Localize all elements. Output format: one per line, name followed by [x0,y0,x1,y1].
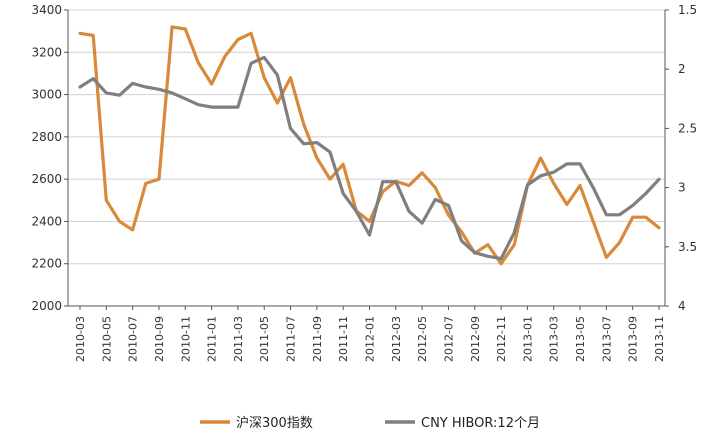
y-right-tick-label: 3 [678,181,686,195]
x-tick-label: 2011-03 [232,316,245,362]
legend-label-2: CNY HIBOR:12个月 [421,416,540,431]
y-right-tick-label: 2.5 [678,121,697,135]
x-tick-label: 2011-11 [337,316,350,362]
x-tick-label: 2013-01 [521,316,534,362]
y-right-tick-label: 1.5 [678,3,697,17]
x-tick-label: 2012-09 [469,316,482,362]
x-tick-label: 2012-01 [364,316,377,362]
x-tick-label: 2010-05 [100,316,113,362]
series-lines [78,25,661,266]
y-left-tick-label: 2000 [31,299,62,313]
y-left-tick-label: 3200 [31,45,62,59]
y-right-tick-label: 3.5 [678,240,697,254]
legend: 沪深300指数 CNY HIBOR:12个月 [200,415,540,431]
series-line-1 [78,25,661,266]
x-tick-label: 2013-11 [653,316,666,362]
x-tick-label: 2012-03 [390,316,403,362]
x-axis: 2010-03 2010-05 2010-07 2010-09 2010-11 2011-… [74,306,666,362]
x-tick-label: 2010-07 [127,316,140,362]
x-tick-label: 2013-09 [627,316,640,362]
series-line-2 [78,55,661,261]
x-tick-label: 2011-01 [206,316,219,362]
x-tick-label: 2012-11 [495,316,508,362]
x-tick-label: 2011-07 [285,316,298,362]
y-left-tick-label: 2800 [31,130,62,144]
x-tick-label: 2011-05 [258,316,271,362]
x-tick-label: 2012-05 [416,316,429,362]
x-tick-label: 2011-09 [311,316,324,362]
x-tick-label: 2012-07 [442,316,455,362]
axes [67,10,666,307]
y-left-tick-label: 2400 [31,214,62,228]
legend-label-1: 沪深300指数 [236,415,313,431]
y-right-tick-label: 4 [678,299,686,313]
x-tick-label: 2013-07 [600,316,613,362]
y-right-tick-label: 2 [678,62,686,76]
y-axis-left: 2000 2200 2400 2600 2800 3000 3200 3400 [31,3,68,313]
x-tick-label: 2013-03 [548,316,561,362]
x-tick-label: 2010-11 [179,316,192,362]
y-axis-right: 1.5 2 2.5 3 3.5 4 [665,3,697,313]
x-tick-label: 2010-03 [74,316,87,362]
y-left-tick-label: 2200 [31,257,62,271]
x-tick-label: 2010-09 [153,316,166,362]
y-left-tick-label: 2600 [31,172,62,186]
x-tick-label: 2013-05 [574,316,587,362]
y-left-tick-label: 3000 [31,88,62,102]
y-left-tick-label: 3400 [31,3,62,17]
gridlines [68,9,665,307]
